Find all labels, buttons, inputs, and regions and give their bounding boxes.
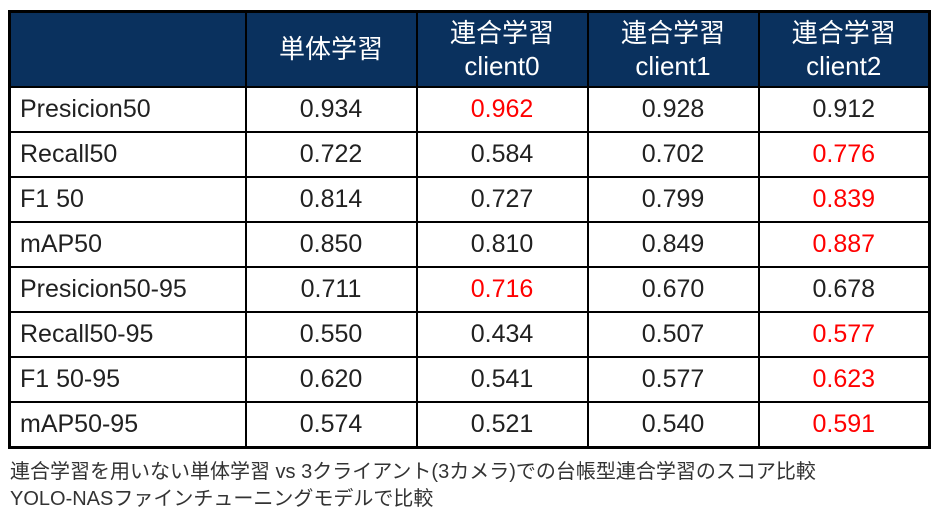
score-value: 0.711 [244,266,418,313]
score-value: 0.521 [415,401,589,448]
caption-line-1: 連合学習を用いない単体学習 vs 3クライアント(3カメラ)での台帳型連合学習の… [10,461,816,483]
score-value: 0.912 [757,86,931,133]
score-value: 0.540 [586,401,760,448]
score-value: 0.722 [244,131,418,178]
score-value: 0.434 [415,311,589,358]
score-value: 0.678 [757,266,931,313]
table-row: F1 50 0.814 0.727 0.799 0.839 [8,176,931,223]
score-comparison-table: 単体学習 連合学習 client0 連合学習 client1 連合学習 clie… [8,10,931,449]
table-caption: 連合学習を用いない単体学習 vs 3クライアント(3カメラ)での台帳型連合学習の… [10,459,816,513]
score-value: 0.727 [415,176,589,223]
score-value: 0.620 [244,356,418,403]
score-value-highlighted: 0.623 [757,356,931,403]
score-value: 0.849 [586,221,760,268]
table-row: F1 50-95 0.620 0.541 0.577 0.623 [8,356,931,403]
table-row: Presicion50-95 0.711 0.716 0.670 0.678 [8,266,931,313]
metric-label: mAP50-95 [8,401,247,448]
corner-cell [8,10,247,88]
score-value: 0.541 [415,356,589,403]
score-value: 0.577 [586,356,760,403]
score-value: 0.799 [586,176,760,223]
col-header-line2: client1 [635,50,711,81]
table-row: Presicion50 0.934 0.962 0.928 0.912 [8,86,931,133]
col-header-federated-client1: 連合学習 client1 [586,10,760,88]
metric-label: F1 50-95 [8,356,247,403]
score-value: 0.670 [586,266,760,313]
table-body: Presicion50 0.934 0.962 0.928 0.912 Recall50 0… [8,86,931,448]
col-header-line2: client2 [806,50,882,81]
score-value: 0.702 [586,131,760,178]
score-value: 0.507 [586,311,760,358]
score-value-highlighted: 0.839 [757,176,931,223]
col-header-line1: 連合学習 [449,18,554,48]
table-row: mAP50-95 0.574 0.521 0.540 0.591 [8,401,931,448]
col-header-line2: client0 [464,50,540,81]
header-row: 単体学習 連合学習 client0 連合学習 client1 連合学習 clie… [8,10,931,88]
score-value: 0.934 [244,86,418,133]
score-value: 0.928 [586,86,760,133]
col-header-federated-client2: 連合学習 client2 [757,10,931,88]
score-value: 0.850 [244,221,418,268]
score-value: 0.814 [244,176,418,223]
metric-label: Presicion50 [8,86,247,133]
col-header-federated-client0: 連合学習 client0 [415,10,589,88]
col-header-standalone-training: 単体学習 [244,10,418,88]
score-value: 0.574 [244,401,418,448]
score-value-highlighted: 0.591 [757,401,931,448]
table-row: mAP50 0.850 0.810 0.849 0.887 [8,221,931,268]
score-value-highlighted: 0.776 [757,131,931,178]
metric-label: Presicion50-95 [8,266,247,313]
score-value: 0.810 [415,221,589,268]
score-value-highlighted: 0.577 [757,311,931,358]
col-header-line1: 連合学習 [620,18,725,48]
score-value-highlighted: 0.962 [415,86,589,133]
score-value-highlighted: 0.716 [415,266,589,313]
col-header-line1: 単体学習 [278,34,383,65]
table-row: Recall50-95 0.550 0.434 0.507 0.577 [8,311,931,358]
metric-label: Recall50 [8,131,247,178]
score-value: 0.550 [244,311,418,358]
score-value-highlighted: 0.887 [757,221,931,268]
col-header-line1: 連合学習 [791,18,896,48]
score-value: 0.584 [415,131,589,178]
caption-line-2: YOLO-NASファインチューニングモデルで比較 [10,488,434,510]
metric-label: mAP50 [8,221,247,268]
metric-label: Recall50-95 [8,311,247,358]
table-row: Recall50 0.722 0.584 0.702 0.776 [8,131,931,178]
metric-label: F1 50 [8,176,247,223]
